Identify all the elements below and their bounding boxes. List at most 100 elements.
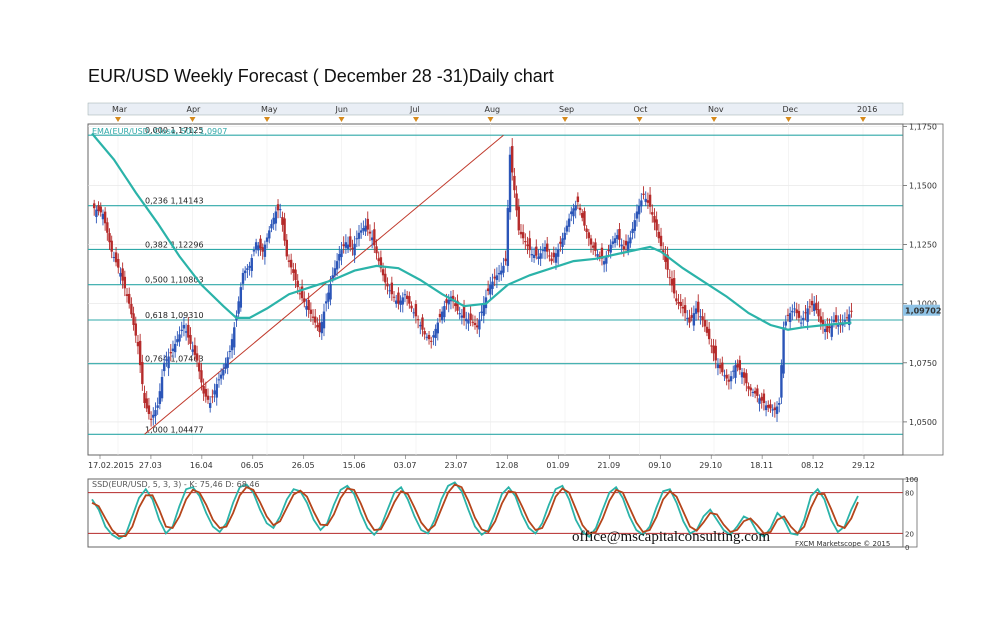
candle-body [427, 334, 431, 340]
candle-body [136, 341, 140, 347]
candle-body [565, 225, 569, 232]
candle-body [373, 229, 376, 246]
candle-body [342, 244, 345, 247]
month-label: Mar [112, 105, 128, 114]
month-label: Nov [708, 105, 724, 114]
candle-body [723, 375, 726, 377]
candle-body [208, 402, 212, 408]
candle-body [276, 204, 280, 211]
chart-title: EUR/USD Weekly Forecast ( December 28 -3… [88, 66, 554, 86]
stochastic-panel[interactable]: SSD(EUR/USD, 5, 3, 3) - K: 75,46 D: 68,4… [87, 476, 918, 552]
candle-body [351, 247, 354, 250]
candle-body [436, 322, 439, 334]
price-tick-label: 1,0500 [909, 418, 937, 427]
candle-body [121, 268, 124, 281]
candle-body [154, 410, 157, 417]
fib-level-label: 0,236 1,14143 [145, 197, 204, 206]
candle-body [642, 193, 645, 195]
month-marker-icon [711, 117, 717, 122]
candle-body [125, 294, 129, 297]
candle-body [497, 272, 501, 275]
candle-body [631, 228, 634, 234]
price-panel[interactable]: 0,000 1,17125 0,236 1,14143 0,382 1,12296 0… [87, 123, 904, 456]
candle-body [563, 232, 566, 240]
candle-body [289, 259, 293, 268]
candle-body [128, 293, 131, 304]
candle-body [823, 328, 827, 332]
candle-body [517, 206, 520, 231]
candle-body [826, 325, 829, 333]
candle-body [346, 244, 350, 249]
candle-body [423, 331, 426, 335]
candle-body [753, 390, 757, 394]
candle-body [506, 207, 510, 266]
candle-body [335, 261, 339, 270]
candle-body [191, 349, 194, 352]
candle-body [386, 283, 389, 287]
month-marker-icon [189, 117, 196, 122]
candle-body [528, 238, 531, 251]
candle-body [405, 295, 409, 299]
candle-body [294, 269, 297, 281]
candle-body [620, 244, 623, 247]
month-label: Jul [409, 105, 420, 114]
candle-body [677, 301, 680, 304]
candle-body [244, 270, 247, 274]
candle-body [410, 305, 413, 309]
candle-body [309, 309, 313, 314]
candle-body [176, 339, 179, 343]
date-label: 16.04 [190, 461, 213, 470]
candle-body [261, 247, 264, 252]
ema-50-line [91, 132, 852, 331]
candle-body [688, 317, 691, 323]
candle-body [480, 311, 483, 314]
candle-body [366, 218, 369, 230]
candle-body [655, 219, 658, 231]
candle-body [524, 241, 527, 243]
candle-body [710, 345, 713, 347]
candle-body [202, 385, 205, 394]
candle-body [329, 283, 332, 300]
candle-body [184, 331, 188, 333]
candle-body [513, 175, 516, 191]
candle-body [224, 363, 227, 370]
candle-body [502, 265, 505, 273]
candle-body [756, 388, 759, 396]
candle-body [701, 316, 704, 321]
candle-body [736, 364, 739, 368]
candle-body [408, 296, 411, 304]
candle-body [651, 212, 654, 215]
candle-body [281, 217, 284, 225]
candle-body [732, 370, 735, 372]
candle-body [486, 288, 490, 292]
platform-credit: FXCM Marketscope © 2015 [795, 540, 890, 548]
candle-body [377, 258, 380, 262]
candle-body [246, 268, 249, 270]
candle-body [305, 306, 308, 310]
candle-body [279, 209, 282, 211]
candle-body [640, 200, 643, 207]
month-label: Aug [485, 105, 501, 114]
candle-body [692, 313, 696, 326]
candle-body [340, 250, 343, 258]
candle-body [368, 231, 372, 234]
date-label: 18.11 [750, 461, 773, 470]
candle-body [375, 246, 378, 254]
candle-body [591, 245, 595, 248]
candle-body [808, 306, 812, 308]
candle-body [489, 284, 492, 295]
candle-body [180, 329, 183, 331]
candle-body [92, 203, 96, 209]
candle-body [362, 228, 365, 231]
candle-body [451, 295, 455, 302]
current-price-label: 1,09702 [905, 307, 941, 316]
candle-body [147, 405, 151, 415]
candle-body [543, 246, 547, 252]
candle-body [576, 196, 580, 203]
candle-body [806, 308, 809, 322]
candle-body [270, 224, 273, 229]
candle-body [460, 315, 464, 318]
candle-body [213, 390, 216, 395]
candle-body [714, 345, 717, 361]
